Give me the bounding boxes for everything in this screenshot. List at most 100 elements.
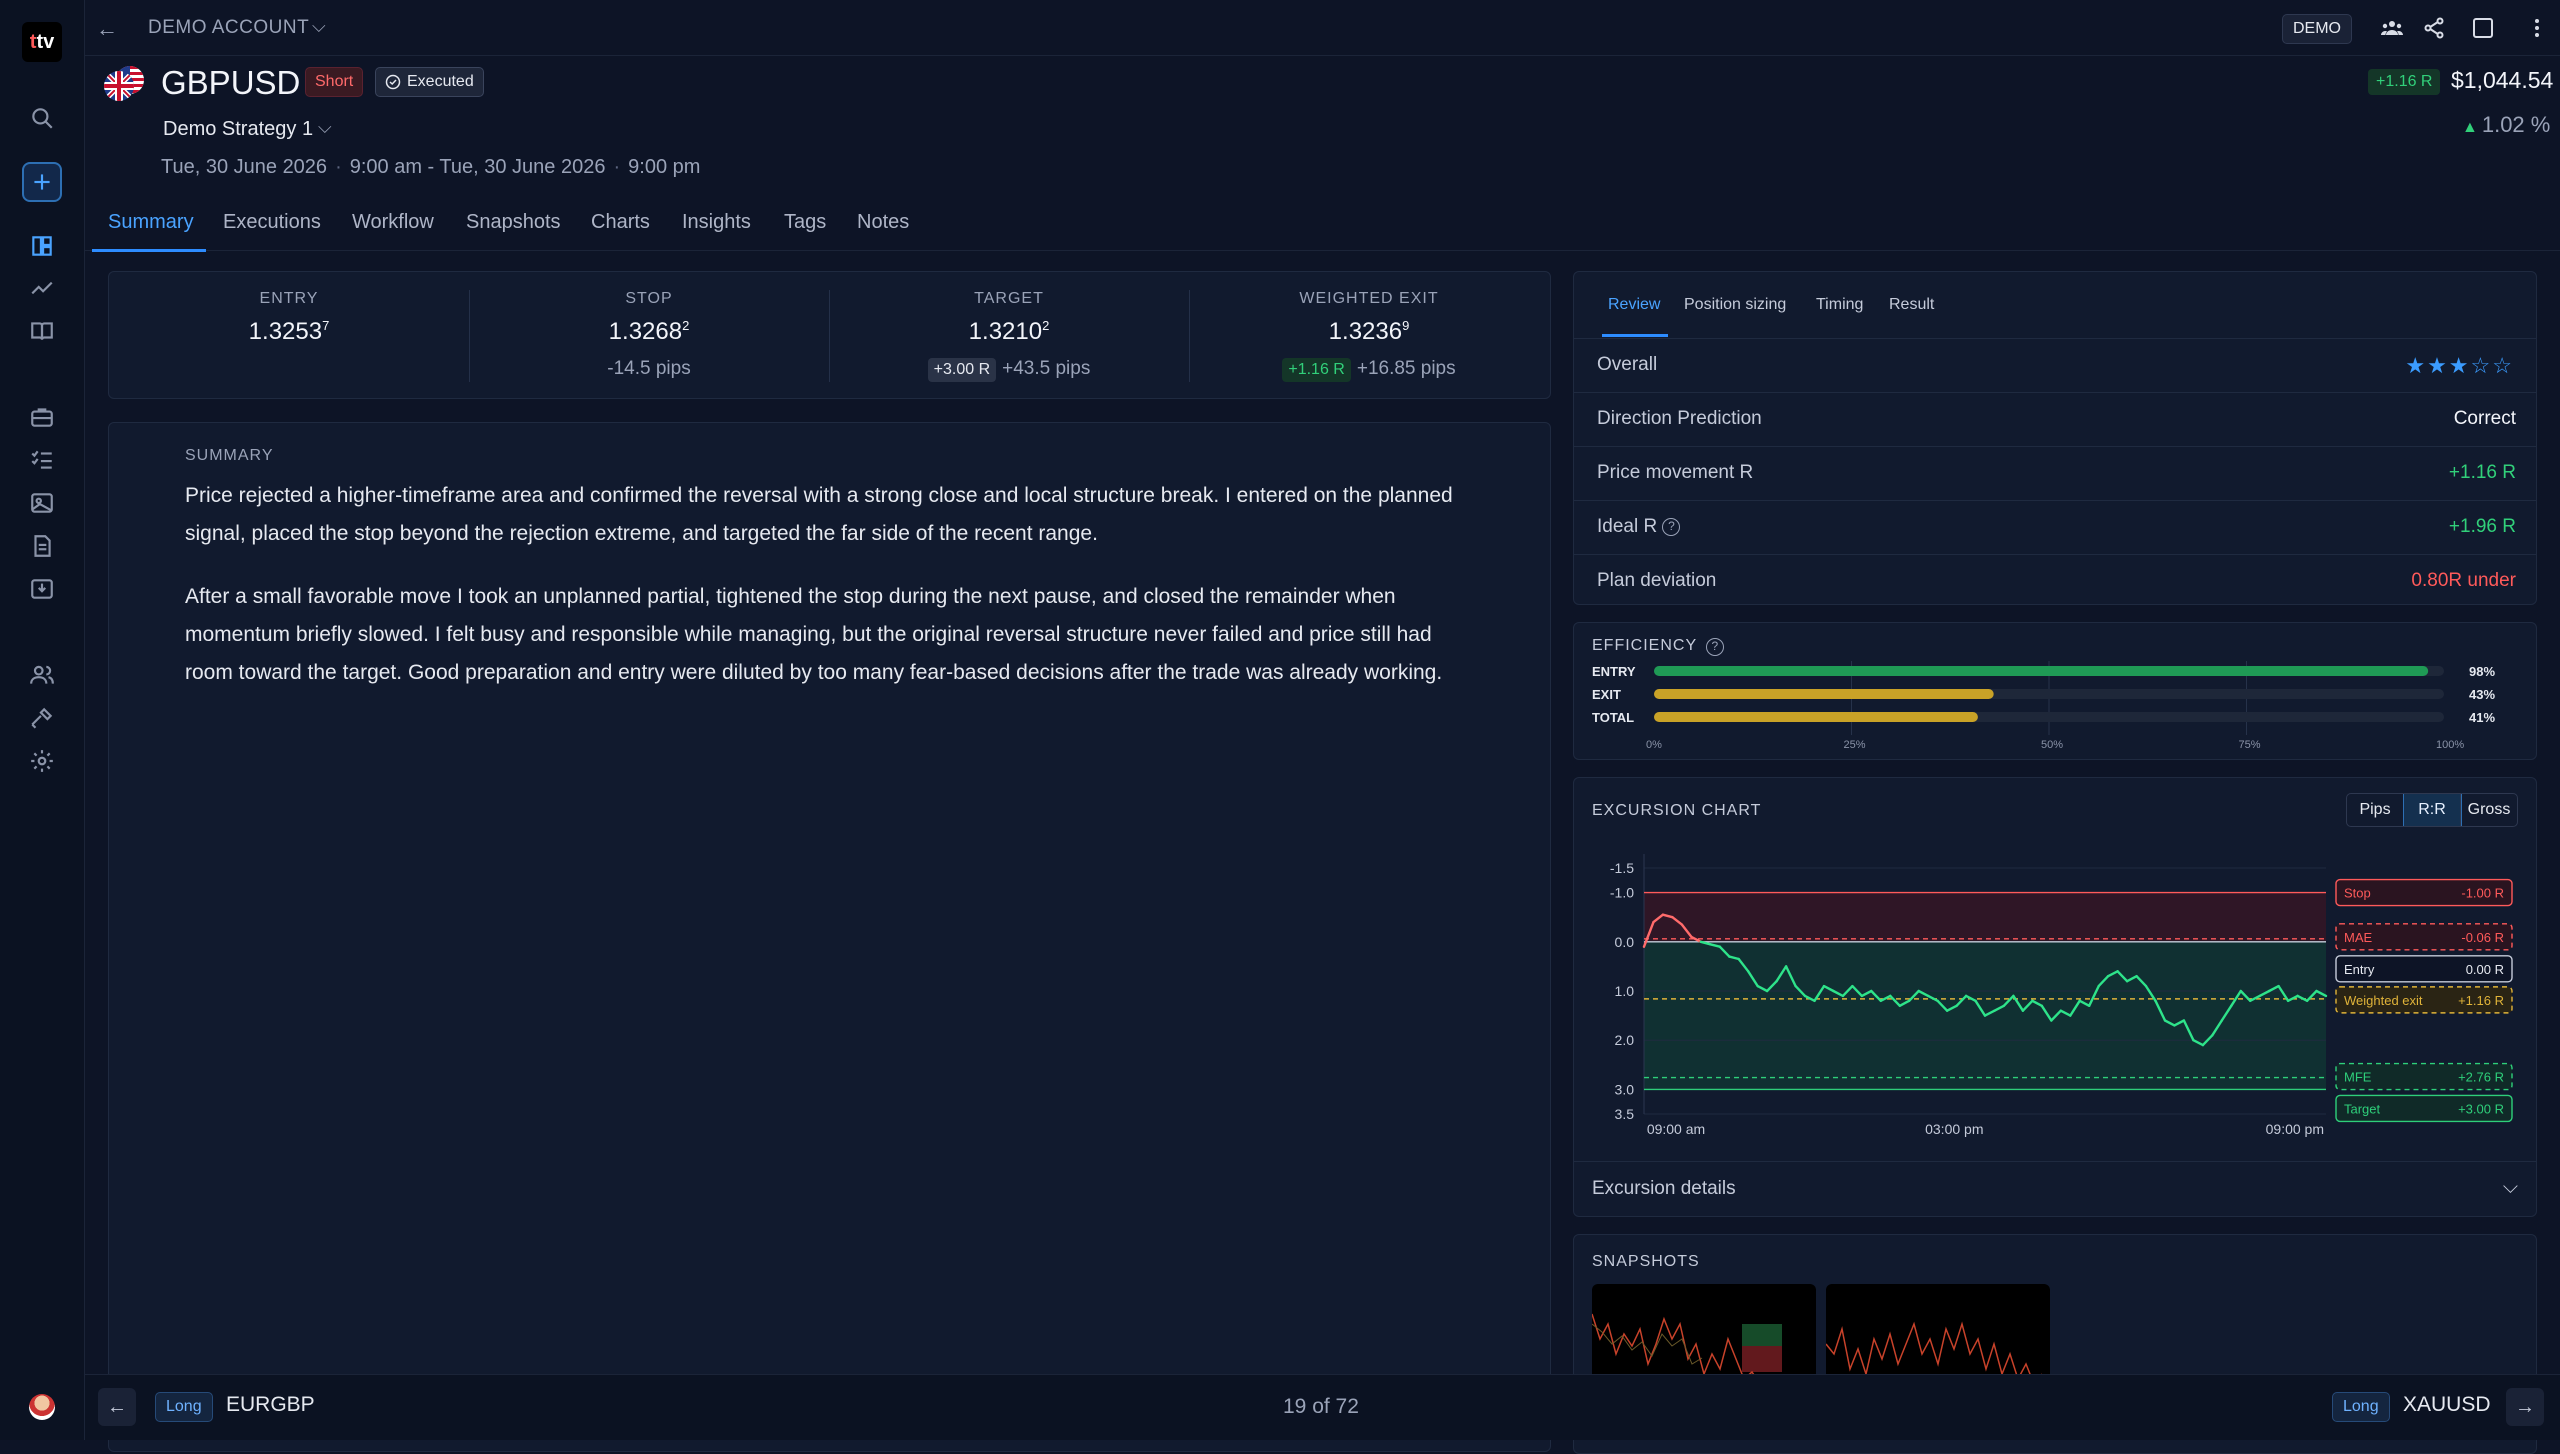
- share-icon[interactable]: [2420, 14, 2448, 42]
- price-path-segment: [2268, 984, 2280, 993]
- target-price: 1.32102: [968, 318, 1050, 345]
- price-path-segment: [2069, 999, 2081, 1017]
- star-filled-icon[interactable]: ★: [2448, 353, 2471, 378]
- star-filled-icon[interactable]: ★: [2405, 353, 2428, 378]
- y-tick-label: -1.5: [1610, 860, 1634, 876]
- add-trade-button[interactable]: [22, 162, 62, 202]
- tab-insights[interactable]: Insights: [682, 211, 751, 233]
- import-icon[interactable]: [22, 569, 62, 609]
- star-filled-icon[interactable]: ★: [2427, 353, 2449, 378]
- excursion-details-toggle[interactable]: Excursion details ⌵: [1574, 1161, 2536, 1217]
- help-icon[interactable]: ?: [1706, 638, 1725, 656]
- account-selector[interactable]: DEMO ACCOUNT: [148, 17, 310, 38]
- chevron-down-icon[interactable]: ⌵: [318, 117, 332, 137]
- app-logo[interactable]: t tv: [22, 22, 62, 62]
- price-path-segment: [2315, 989, 2328, 998]
- help-icon[interactable]: ?: [1662, 518, 1681, 536]
- price-path-segment: [1661, 913, 1674, 919]
- tab-snapshots[interactable]: Snapshots: [466, 211, 561, 233]
- snapshot-chart-image: [1592, 1313, 1793, 1395]
- previous-trade-symbol[interactable]: EURGBP: [226, 1393, 315, 1416]
- trade-date-range: Tue, 30 June 2026 · 9:00 am - Tue, 30 June…: [161, 156, 701, 178]
- currency-pair-flag-icon: [104, 66, 144, 101]
- document-icon[interactable]: [22, 526, 62, 566]
- r-multiple-badge: +1.16 R: [2368, 69, 2441, 95]
- summary-card[interactable]: SUMMARY Price rejected a higher-timefram…: [108, 422, 1551, 1452]
- price-path-segment: [2012, 994, 2025, 1012]
- toggle-rr[interactable]: R:R: [2403, 794, 2462, 826]
- price-path-segment: [2031, 999, 2043, 1008]
- level-tag-label: Weighted exit: [2344, 993, 2423, 1008]
- tools-icon[interactable]: [22, 698, 62, 738]
- next-trade-symbol[interactable]: XAUUSD: [2403, 1393, 2491, 1416]
- search-icon[interactable]: [22, 98, 62, 138]
- more-options-icon[interactable]: [2523, 14, 2551, 42]
- strategy-selector[interactable]: Demo Strategy 1: [163, 118, 314, 140]
- chevron-down-icon[interactable]: ⌵: [312, 16, 326, 36]
- excursion-chart[interactable]: -1.5 -1.0 0.0 1.0 2.0 3.0 3.5 09:00 am 03:00 pm 0…: [1574, 778, 2536, 1161]
- level-tag-value: 0.00 R: [2466, 962, 2504, 977]
- active-review-tab-indicator: [1602, 334, 1668, 337]
- tab-charts[interactable]: Charts: [591, 211, 650, 233]
- level-tag-value: -1.00 R: [2461, 886, 2504, 901]
- star-empty-icon[interactable]: ☆: [2470, 353, 2493, 378]
- excursion-title: EXCURSION CHART: [1592, 802, 1762, 819]
- tab-tags[interactable]: Tags: [784, 211, 827, 233]
- check-circle-icon: [385, 74, 401, 90]
- next-trade-button[interactable]: →: [2506, 1388, 2544, 1426]
- demo-badge: DEMO: [2282, 14, 2352, 44]
- briefcase-icon[interactable]: [22, 397, 62, 437]
- toggle-gross[interactable]: Gross: [2467, 801, 2511, 818]
- price-path-segment: [2230, 989, 2242, 1008]
- dashboard-icon[interactable]: [22, 226, 62, 266]
- tab-position-sizing[interactable]: Position sizing: [1684, 296, 1787, 313]
- excursion-card: EXCURSION CHART Pips R:R Gross -1.5 -1.0 0…: [1573, 777, 2537, 1217]
- tab-notes[interactable]: Notes: [857, 211, 910, 233]
- efficiency-tick-label: 25%: [1844, 739, 1866, 751]
- price-path-segment: [2296, 994, 2309, 1003]
- price-path-segment: [1803, 994, 1816, 1003]
- image-icon[interactable]: [22, 483, 62, 523]
- tab-review[interactable]: Review: [1608, 296, 1661, 313]
- tab-workflow[interactable]: Workflow: [352, 211, 434, 233]
- journal-icon[interactable]: [22, 311, 62, 351]
- target-r-chip: +3.00 R: [927, 358, 997, 382]
- tab-timing[interactable]: Timing: [1816, 296, 1864, 313]
- tab-bar: [85, 195, 2560, 251]
- price-path-segment: [2305, 989, 2318, 1003]
- stop-label: STOP: [625, 290, 673, 307]
- checklist-icon[interactable]: [22, 440, 62, 480]
- back-arrow-icon[interactable]: ←: [96, 16, 118, 41]
- efficiency-row-value: 41%: [2469, 710, 2495, 725]
- overall-rating-stars[interactable]: ★★★☆☆: [2405, 353, 2514, 379]
- price-path-segment: [1964, 994, 1977, 1003]
- price-path-segment: [2125, 974, 2138, 983]
- price-path-segment: [2106, 970, 2119, 978]
- level-tag-stop: [2335, 878, 2513, 907]
- group-icon[interactable]: [2378, 14, 2406, 42]
- price-path-segment: [2050, 1009, 2062, 1022]
- users-icon[interactable]: [22, 655, 62, 695]
- tab-summary[interactable]: Summary: [108, 211, 194, 233]
- y-tick-label: -1.0: [1610, 885, 1634, 901]
- end-time: 9:00 pm: [628, 156, 701, 178]
- start-date: Tue, 30 June 2026: [161, 156, 328, 178]
- toggle-pips[interactable]: Pips: [2347, 794, 2404, 826]
- star-empty-icon[interactable]: ☆: [2492, 353, 2514, 378]
- tab-executions[interactable]: Executions: [223, 211, 321, 233]
- efficiency-bar: [1654, 712, 1978, 722]
- analytics-icon[interactable]: [22, 268, 62, 308]
- x-tick-label: 09:00 pm: [2266, 1121, 2324, 1137]
- chevron-down-icon[interactable]: ⌵: [2502, 1176, 2518, 1198]
- avatar[interactable]: [29, 1394, 55, 1420]
- previous-trade-direction: Long: [155, 1392, 213, 1422]
- price-path-segment: [1775, 965, 1788, 983]
- price-path-segment: [2040, 1004, 2053, 1022]
- price-path-segment: [2182, 1019, 2195, 1042]
- panel-toggle-icon[interactable]: [2469, 14, 2497, 42]
- gear-icon[interactable]: [22, 741, 62, 781]
- previous-trade-button[interactable]: ←: [98, 1388, 136, 1426]
- tab-result[interactable]: Result: [1889, 296, 1935, 313]
- efficiency-bar: [1654, 689, 1994, 699]
- price-path-segment: [2192, 1039, 2205, 1047]
